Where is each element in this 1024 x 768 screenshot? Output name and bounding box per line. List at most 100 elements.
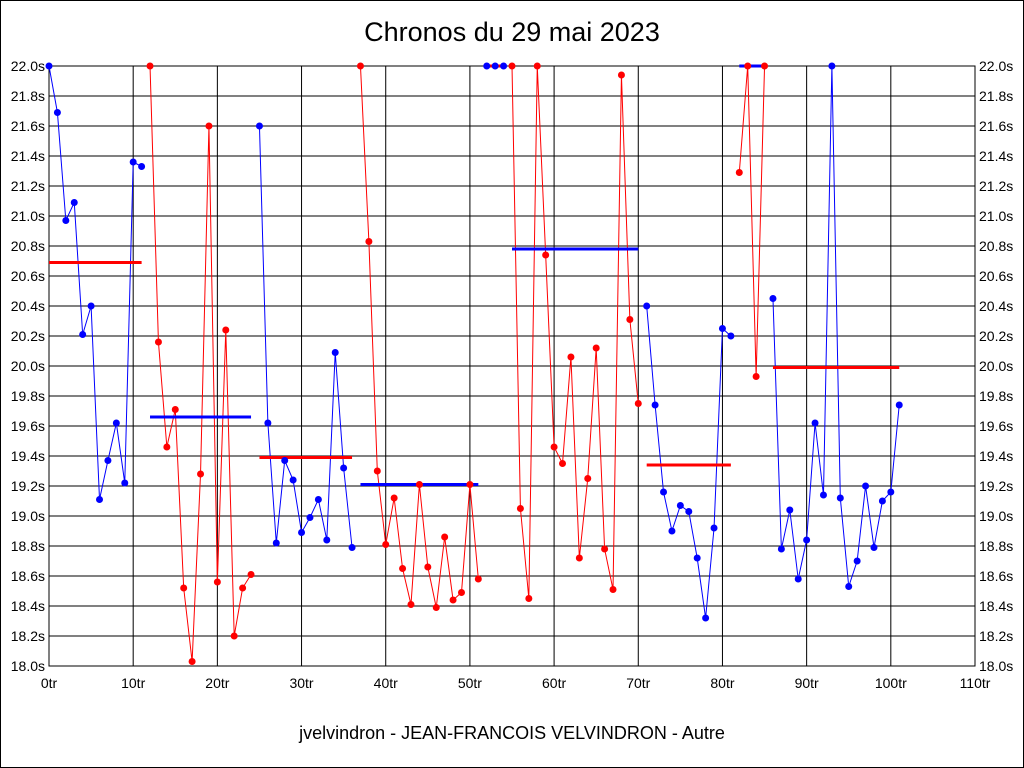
chart-title: Chronos du 29 mai 2023	[364, 17, 660, 47]
data-point	[45, 62, 53, 70]
data-point	[382, 541, 390, 548]
data-point	[794, 575, 802, 583]
data-point	[163, 443, 171, 451]
y-tick-label-left: 21.4s	[11, 148, 45, 164]
data-point	[617, 71, 625, 79]
y-tick-label-left: 22.0s	[11, 58, 45, 74]
data-point	[592, 344, 600, 352]
x-tick-label: 50tr	[458, 675, 482, 691]
data-point	[500, 62, 508, 70]
y-tick-label-left: 21.0s	[11, 208, 45, 224]
y-tick-label-left: 18.6s	[11, 568, 45, 584]
data-point	[668, 527, 676, 535]
data-point	[415, 481, 423, 488]
y-tick-label-right: 21.6s	[979, 118, 1013, 134]
y-tick-label-left: 20.4s	[11, 298, 45, 314]
y-tick-label-right: 18.4s	[979, 598, 1013, 614]
data-point	[542, 251, 550, 259]
y-tick-label-right: 19.2s	[979, 478, 1013, 494]
y-tick-label-right: 19.4s	[979, 448, 1013, 464]
data-point	[373, 467, 381, 475]
data-point	[634, 400, 642, 407]
data-point	[197, 470, 205, 478]
y-tick-label-left: 20.2s	[11, 328, 45, 344]
data-point	[323, 536, 331, 544]
data-point	[466, 481, 474, 488]
data-point	[483, 62, 491, 70]
data-point	[53, 109, 61, 116]
data-point	[508, 62, 516, 70]
data-point	[693, 554, 701, 562]
y-tick-label-right: 20.8s	[979, 238, 1013, 254]
data-point	[803, 536, 811, 544]
data-point	[777, 545, 785, 553]
series-line-2	[258, 125, 353, 548]
x-tick-label: 10tr	[121, 675, 145, 691]
y-tick-label-left: 19.4s	[11, 448, 45, 464]
y-tick-label-left: 21.2s	[11, 178, 45, 194]
data-point	[676, 502, 684, 509]
y-tick-label-left: 20.8s	[11, 238, 45, 254]
data-point	[121, 479, 129, 487]
data-point	[96, 496, 104, 503]
data-point	[584, 475, 592, 482]
data-point	[70, 199, 78, 206]
data-point	[62, 217, 70, 224]
y-tick-label-left: 19.0s	[11, 508, 45, 524]
y-tick-label-left: 21.6s	[11, 118, 45, 134]
data-point	[138, 163, 146, 170]
series-line-6	[646, 305, 732, 619]
data-point	[348, 544, 356, 551]
data-point	[188, 658, 196, 665]
series-line-7	[738, 65, 766, 377]
data-point	[457, 589, 465, 596]
data-point	[819, 491, 827, 499]
data-point	[786, 506, 794, 514]
data-point	[449, 596, 457, 604]
data-point	[601, 545, 609, 553]
data-point	[533, 62, 541, 70]
data-point	[626, 316, 634, 323]
data-point	[331, 349, 339, 356]
data-point	[887, 488, 895, 496]
data-point	[222, 326, 230, 334]
series-line-5	[511, 65, 639, 599]
data-point	[752, 373, 760, 380]
data-point	[390, 494, 398, 502]
x-tick-label: 90tr	[795, 675, 819, 691]
y-tick-label-right: 18.2s	[979, 628, 1013, 644]
data-point	[474, 575, 482, 583]
data-point	[441, 533, 449, 541]
data-point	[710, 524, 718, 532]
data-point	[862, 482, 870, 490]
x-tick-label: 60tr	[542, 675, 566, 691]
y-tick-label-left: 19.6s	[11, 418, 45, 434]
data-point	[651, 401, 659, 409]
data-point	[878, 497, 886, 505]
y-tick-label-right: 19.6s	[979, 418, 1013, 434]
data-point	[255, 122, 263, 130]
y-tick-label-right: 20.2s	[979, 328, 1013, 344]
data-point	[727, 332, 735, 340]
data-point	[525, 595, 533, 602]
data-point	[104, 457, 112, 464]
x-tick-label: 70tr	[626, 675, 650, 691]
y-tick-label-right: 18.8s	[979, 538, 1013, 554]
y-tick-label-right: 21.4s	[979, 148, 1013, 164]
y-tick-label-right: 18.6s	[979, 568, 1013, 584]
x-tick-label: 0tr	[41, 675, 58, 691]
data-point	[171, 406, 179, 413]
data-point	[87, 302, 95, 310]
data-point	[298, 529, 306, 536]
data-point	[685, 508, 693, 515]
data-point	[550, 443, 558, 451]
data-point	[735, 169, 743, 176]
chart-footer: jvelvindron - JEAN-FRANCOIS VELVINDRON -…	[299, 723, 725, 743]
data-point	[289, 476, 297, 484]
data-point	[314, 496, 322, 503]
series-line-1	[149, 65, 252, 662]
data-point	[129, 158, 137, 166]
y-tick-label-left: 18.4s	[11, 598, 45, 614]
x-tick-label: 100tr	[875, 675, 907, 691]
data-point	[559, 460, 567, 467]
